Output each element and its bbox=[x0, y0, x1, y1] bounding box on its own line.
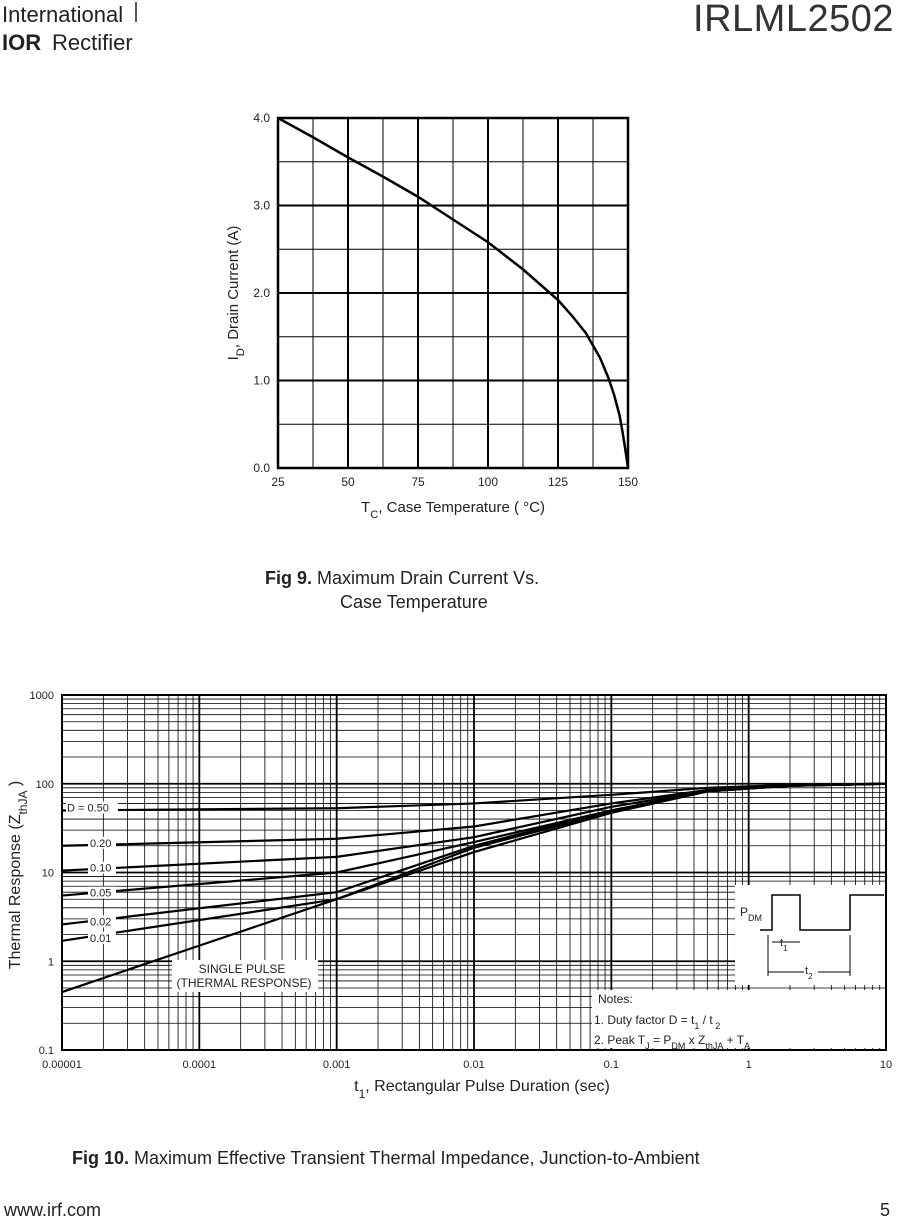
fig10-series-label-bg bbox=[88, 836, 116, 849]
t2-label-bg bbox=[804, 964, 818, 978]
single-pulse-label-bg bbox=[172, 960, 318, 992]
fig9-grid bbox=[276, 116, 630, 470]
fig9-frame bbox=[276, 116, 630, 470]
fig10-series-label-bg bbox=[66, 801, 118, 814]
pdm-label: PDM bbox=[740, 905, 762, 923]
fig9-chart: 25 50 75 100 125 150 0.0 1.0 2.0 3.0 4.0 TC, Case … bbox=[225, 111, 638, 521]
fig10-annotations: SINGLE PULSE(THERMAL RESPONSE) Notes: 1. D… bbox=[172, 885, 885, 1051]
fig9-y-tick-label: 0.0 bbox=[253, 461, 270, 475]
fig10-caption: Fig 10. Maximum Effective Transient Ther… bbox=[72, 1148, 700, 1169]
fig10-series-label: D = 0.50 bbox=[67, 802, 109, 814]
fig10-series-line bbox=[61, 782, 887, 994]
fig9-x-axis-label: TC, Case Temperature ( °C) bbox=[361, 499, 545, 521]
fig10-series-label: 0.02 bbox=[90, 916, 111, 928]
fig10-axis-labels: t1, Rectangular Pulse Duration (sec) Ther… bbox=[7, 781, 610, 1101]
fig9-caption-label: Fig 9. bbox=[265, 568, 313, 588]
fig10-caption-text: Maximum Effective Transient Thermal Impe… bbox=[134, 1148, 700, 1168]
fig9-y-tick-label: 4.0 bbox=[253, 111, 270, 125]
fig9-tick-labels: 25 50 75 100 125 150 0.0 1.0 2.0 3.0 4.0 bbox=[253, 111, 638, 489]
fig10-chart: 0.00001 0.0001 0.001 0.01 0.1 1 10 0.1 1 10 100 100… bbox=[7, 690, 893, 1101]
brand-logo-mark: IOR bbox=[2, 30, 41, 55]
pulse-waveform bbox=[760, 894, 884, 931]
fig9-y-tick-label: 1.0 bbox=[253, 374, 270, 388]
fig9-caption-line2: Case Temperature bbox=[340, 592, 488, 612]
fig10-caption-label: Fig 10. bbox=[72, 1148, 130, 1168]
fig10-x-tick-label: 0.0001 bbox=[183, 1059, 217, 1071]
fig9-x-tick-label: 100 bbox=[478, 475, 498, 489]
fig10-series: D = 0.50 0.20 0.10 0.05 0.02 0.01 bbox=[61, 782, 887, 994]
fig9-x-tick-label: 125 bbox=[548, 475, 568, 489]
fig9-x-tick-label: 50 bbox=[341, 475, 355, 489]
fig9-x-tick-label: 75 bbox=[411, 475, 425, 489]
fig10-y-axis-label: Thermal Response (ZthJA ) bbox=[7, 781, 30, 970]
fig10-series-label: 0.20 bbox=[90, 838, 111, 850]
fig10-x-tick-label: 1 bbox=[746, 1059, 752, 1071]
fig10-y-tick-label: 1 bbox=[48, 956, 54, 968]
single-pulse-label-line2: (THERMAL RESPONSE) bbox=[177, 976, 312, 990]
notes-box-bg bbox=[592, 990, 885, 1048]
fig10-x-tick-label: 0.00001 bbox=[42, 1059, 82, 1071]
notes-title: Notes: bbox=[598, 992, 633, 1006]
note-1: 1. Duty factor D = t1 / t 2 bbox=[594, 1013, 720, 1031]
fig9-series-line bbox=[277, 116, 630, 469]
fig10-x-tick-label: 0.1 bbox=[604, 1059, 619, 1071]
page-number: 5 bbox=[879, 1200, 890, 1220]
fig10-series-label-bg bbox=[88, 931, 116, 944]
international-rectifier-logo: International IOR Rectifier bbox=[0, 0, 150, 60]
fig10-x-tick-label: 0.01 bbox=[463, 1059, 484, 1071]
fig9-y-tick-label: 2.0 bbox=[253, 286, 270, 300]
fig10-series-label-bg bbox=[88, 886, 116, 899]
fig9-y-tick-label: 3.0 bbox=[253, 199, 270, 213]
fig10-series-label: 0.10 bbox=[90, 863, 111, 875]
fig10-series-label-bg bbox=[88, 915, 116, 928]
brand-line1: International bbox=[2, 2, 123, 27]
fig10-y-tick-label: 1000 bbox=[30, 690, 54, 702]
fig9-series bbox=[277, 116, 630, 469]
fig9-caption: Fig 9. Maximum Drain Current Vs. Case Te… bbox=[265, 566, 665, 614]
fig10-x-tick-label: 10 bbox=[880, 1059, 892, 1071]
fig9-y-axis-label: ID, Drain Current (A) bbox=[225, 226, 247, 361]
fig10-y-tick-label: 100 bbox=[36, 779, 54, 791]
fig10-y-tick-label: 0.1 bbox=[39, 1045, 54, 1057]
fig9-axis-labels: TC, Case Temperature ( °C) ID, Drain Curr… bbox=[225, 226, 545, 521]
fig10-y-tick-label: 10 bbox=[42, 868, 54, 880]
fig10-tick-labels: 0.00001 0.0001 0.001 0.01 0.1 1 10 0.1 1 10 100 100… bbox=[30, 690, 893, 1071]
t2-label: t2 bbox=[805, 965, 813, 981]
footer-url: www.irf.com bbox=[4, 1200, 102, 1220]
single-pulse-label-line1: SINGLE PULSE bbox=[199, 962, 286, 976]
brand-line2: Rectifier bbox=[52, 30, 133, 55]
note-2: 2. Peak TJ = PDM x ZthJA + TA bbox=[594, 1033, 750, 1051]
fig10-series-label: 0.05 bbox=[90, 888, 111, 900]
fig10-x-axis-label: t1, Rectangular Pulse Duration (sec) bbox=[354, 1078, 610, 1101]
fig10-frame bbox=[61, 694, 887, 1051]
fig9-caption-line1: Maximum Drain Current Vs. bbox=[317, 568, 540, 588]
fig9-x-tick-label: 150 bbox=[618, 475, 638, 489]
fig10-series-label-bg bbox=[88, 861, 116, 874]
fig10-series-label: 0.01 bbox=[90, 933, 111, 945]
fig9-x-tick-label: 25 bbox=[271, 475, 285, 489]
t1-label: t1 bbox=[780, 937, 788, 953]
part-number: IRLML2502 bbox=[693, 0, 894, 40]
fig10-x-tick-label: 0.001 bbox=[323, 1059, 351, 1071]
